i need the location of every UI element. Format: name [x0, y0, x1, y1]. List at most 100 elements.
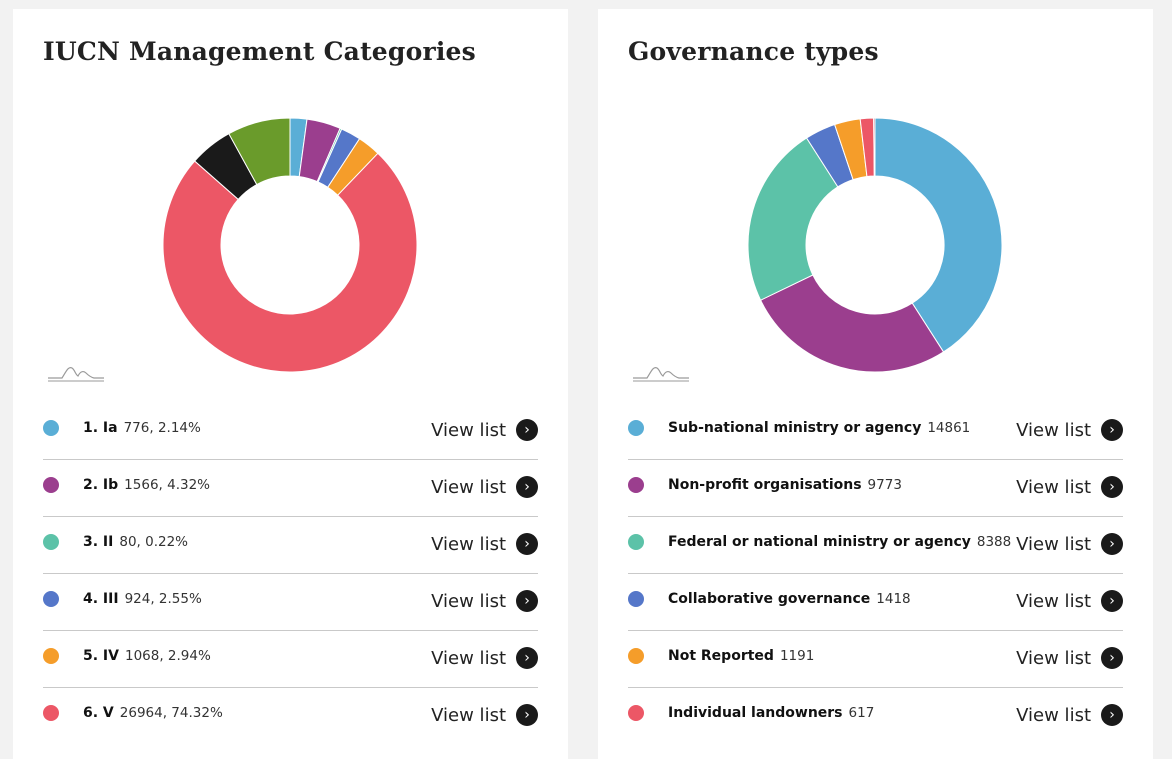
legend-label: Federal or national ministry or agency	[668, 534, 971, 550]
chevron-right-icon[interactable]: ›	[1101, 647, 1123, 669]
legend-color-dot	[628, 648, 644, 664]
view-list-label[interactable]: View list	[431, 476, 506, 498]
legend-value: 8388	[976, 534, 1012, 550]
view-list-label[interactable]: View list	[431, 590, 506, 612]
legend-text: 1. Ia 776, 2.14%	[83, 419, 201, 436]
legend-row-non-profit-organisations: Non-profit organisations 9773 View list ›	[628, 460, 1123, 517]
view-list-label[interactable]: View list	[1016, 590, 1091, 612]
chevron-right-icon[interactable]: ›	[516, 533, 538, 555]
view-list-label[interactable]: View list	[1016, 419, 1091, 441]
legend-row-1-ia: 1. Ia 776, 2.14% View list ›	[43, 403, 538, 460]
legend-color-dot	[43, 705, 59, 721]
view-list-label[interactable]: View list	[431, 704, 506, 726]
view-list-link[interactable]: View list ›	[1016, 476, 1123, 498]
legend-label: Not Reported	[668, 648, 774, 664]
legend-text: 3. II 80, 0.22%	[83, 533, 188, 550]
governance-legend: Sub-national ministry or agency 14861 View…	[628, 403, 1123, 744]
view-list-link[interactable]: View list ›	[1016, 419, 1123, 441]
view-list-link[interactable]: View list ›	[431, 533, 538, 555]
legend-value: 1418	[876, 591, 911, 607]
legend-text: 4. III 924, 2.55%	[83, 590, 202, 607]
view-list-link[interactable]: View list ›	[1016, 533, 1123, 555]
legend-value: 1068, 2.94%	[124, 648, 211, 664]
legend-label: 5. IV	[83, 648, 119, 664]
legend-label: 1. Ia	[83, 420, 118, 436]
legend-row-5-iv: 5. IV 1068, 2.94% View list ›	[43, 631, 538, 688]
legend-value: 617	[848, 705, 875, 721]
legend-label: 6. V	[83, 705, 114, 721]
governance-donut-chart	[747, 117, 1003, 373]
slice-sub-national-ministry-or-agency[interactable]	[874, 117, 1003, 353]
chevron-right-icon[interactable]: ›	[1101, 533, 1123, 555]
chevron-right-icon[interactable]: ›	[1101, 590, 1123, 612]
slice-8-not-reported[interactable]	[228, 117, 291, 186]
view-list-label[interactable]: View list	[1016, 476, 1091, 498]
legend-row-2-ib: 2. Ib 1566, 4.32% View list ›	[43, 460, 538, 517]
legend-text: Not Reported 1191	[668, 647, 814, 664]
chevron-right-icon[interactable]: ›	[1101, 476, 1123, 498]
legend-text: Non-profit organisations 9773	[668, 476, 902, 493]
legend-color-dot	[628, 705, 644, 721]
view-list-label[interactable]: View list	[1016, 533, 1091, 555]
governance-chart-title: Governance types	[628, 37, 879, 66]
legend-color-dot	[628, 477, 644, 493]
slice-non-profit-organisations[interactable]	[759, 274, 945, 373]
legend-color-dot	[628, 591, 644, 607]
slice-federal-or-national-ministry-or-agency[interactable]	[747, 137, 839, 301]
view-list-label[interactable]: View list	[431, 533, 506, 555]
view-list-label[interactable]: View list	[431, 647, 506, 669]
view-list-link[interactable]: View list ›	[431, 590, 538, 612]
legend-color-dot	[43, 591, 59, 607]
view-list-label[interactable]: View list	[1016, 704, 1091, 726]
legend-row-not-reported: Not Reported 1191 View list ›	[628, 631, 1123, 688]
chevron-right-icon[interactable]: ›	[516, 419, 538, 441]
iucn-chart-title: IUCN Management Categories	[43, 37, 476, 66]
chevron-right-icon[interactable]: ›	[516, 590, 538, 612]
legend-value: 80, 0.22%	[119, 534, 189, 550]
view-list-label[interactable]: View list	[1016, 647, 1091, 669]
iucn-card: IUCN Management Categories 1. Ia 776, 2.1…	[13, 9, 568, 759]
chevron-right-icon[interactable]: ›	[516, 647, 538, 669]
view-list-link[interactable]: View list ›	[431, 419, 538, 441]
chevron-right-icon[interactable]: ›	[1101, 419, 1123, 441]
legend-label: Sub-national ministry or agency	[668, 420, 922, 436]
chevron-right-icon[interactable]: ›	[516, 476, 538, 498]
view-list-label[interactable]: View list	[431, 419, 506, 441]
legend-row-federal-or-national-ministry-or-agency: Federal or national ministry or agency 83…	[628, 517, 1123, 574]
legend-label: 3. II	[83, 534, 114, 550]
legend-row-3-ii: 3. II 80, 0.22% View list ›	[43, 517, 538, 574]
mountain-logo-icon	[48, 367, 104, 382]
slice-6-v[interactable]	[162, 152, 418, 373]
legend-value: 9773	[867, 477, 902, 493]
legend-color-dot	[628, 534, 644, 550]
slice-other[interactable]	[873, 117, 876, 177]
view-list-link[interactable]: View list ›	[1016, 590, 1123, 612]
legend-label: 2. Ib	[83, 477, 119, 493]
legend-text: 6. V 26964, 74.32%	[83, 704, 223, 721]
view-list-link[interactable]: View list ›	[1016, 704, 1123, 726]
legend-value: 1566, 4.32%	[124, 477, 210, 493]
legend-label: Individual landowners	[668, 705, 843, 721]
legend-text: 2. Ib 1566, 4.32%	[83, 476, 210, 493]
mountain-logo-icon	[633, 367, 689, 382]
legend-value: 776, 2.14%	[123, 420, 201, 436]
view-list-link[interactable]: View list ›	[1016, 647, 1123, 669]
legend-color-dot	[43, 477, 59, 493]
legend-row-4-iii: 4. III 924, 2.55% View list ›	[43, 574, 538, 631]
view-list-link[interactable]: View list ›	[431, 647, 538, 669]
legend-color-dot	[43, 420, 59, 436]
legend-label: Collaborative governance	[668, 591, 871, 607]
legend-label: Non-profit organisations	[668, 477, 862, 493]
chevron-right-icon[interactable]: ›	[1101, 704, 1123, 726]
view-list-link[interactable]: View list ›	[431, 476, 538, 498]
legend-text: 5. IV 1068, 2.94%	[83, 647, 211, 664]
legend-color-dot	[43, 648, 59, 664]
iucn-donut-chart	[162, 117, 418, 373]
chevron-right-icon[interactable]: ›	[516, 704, 538, 726]
legend-row-sub-national-ministry-or-agency: Sub-national ministry or agency 14861 View…	[628, 403, 1123, 460]
legend-color-dot	[628, 420, 644, 436]
legend-value: 1191	[779, 648, 815, 664]
legend-row-collaborative-governance: Collaborative governance 1418 View list ›	[628, 574, 1123, 631]
governance-card: Governance types Sub-national ministry o…	[598, 9, 1153, 759]
view-list-link[interactable]: View list ›	[431, 704, 538, 726]
